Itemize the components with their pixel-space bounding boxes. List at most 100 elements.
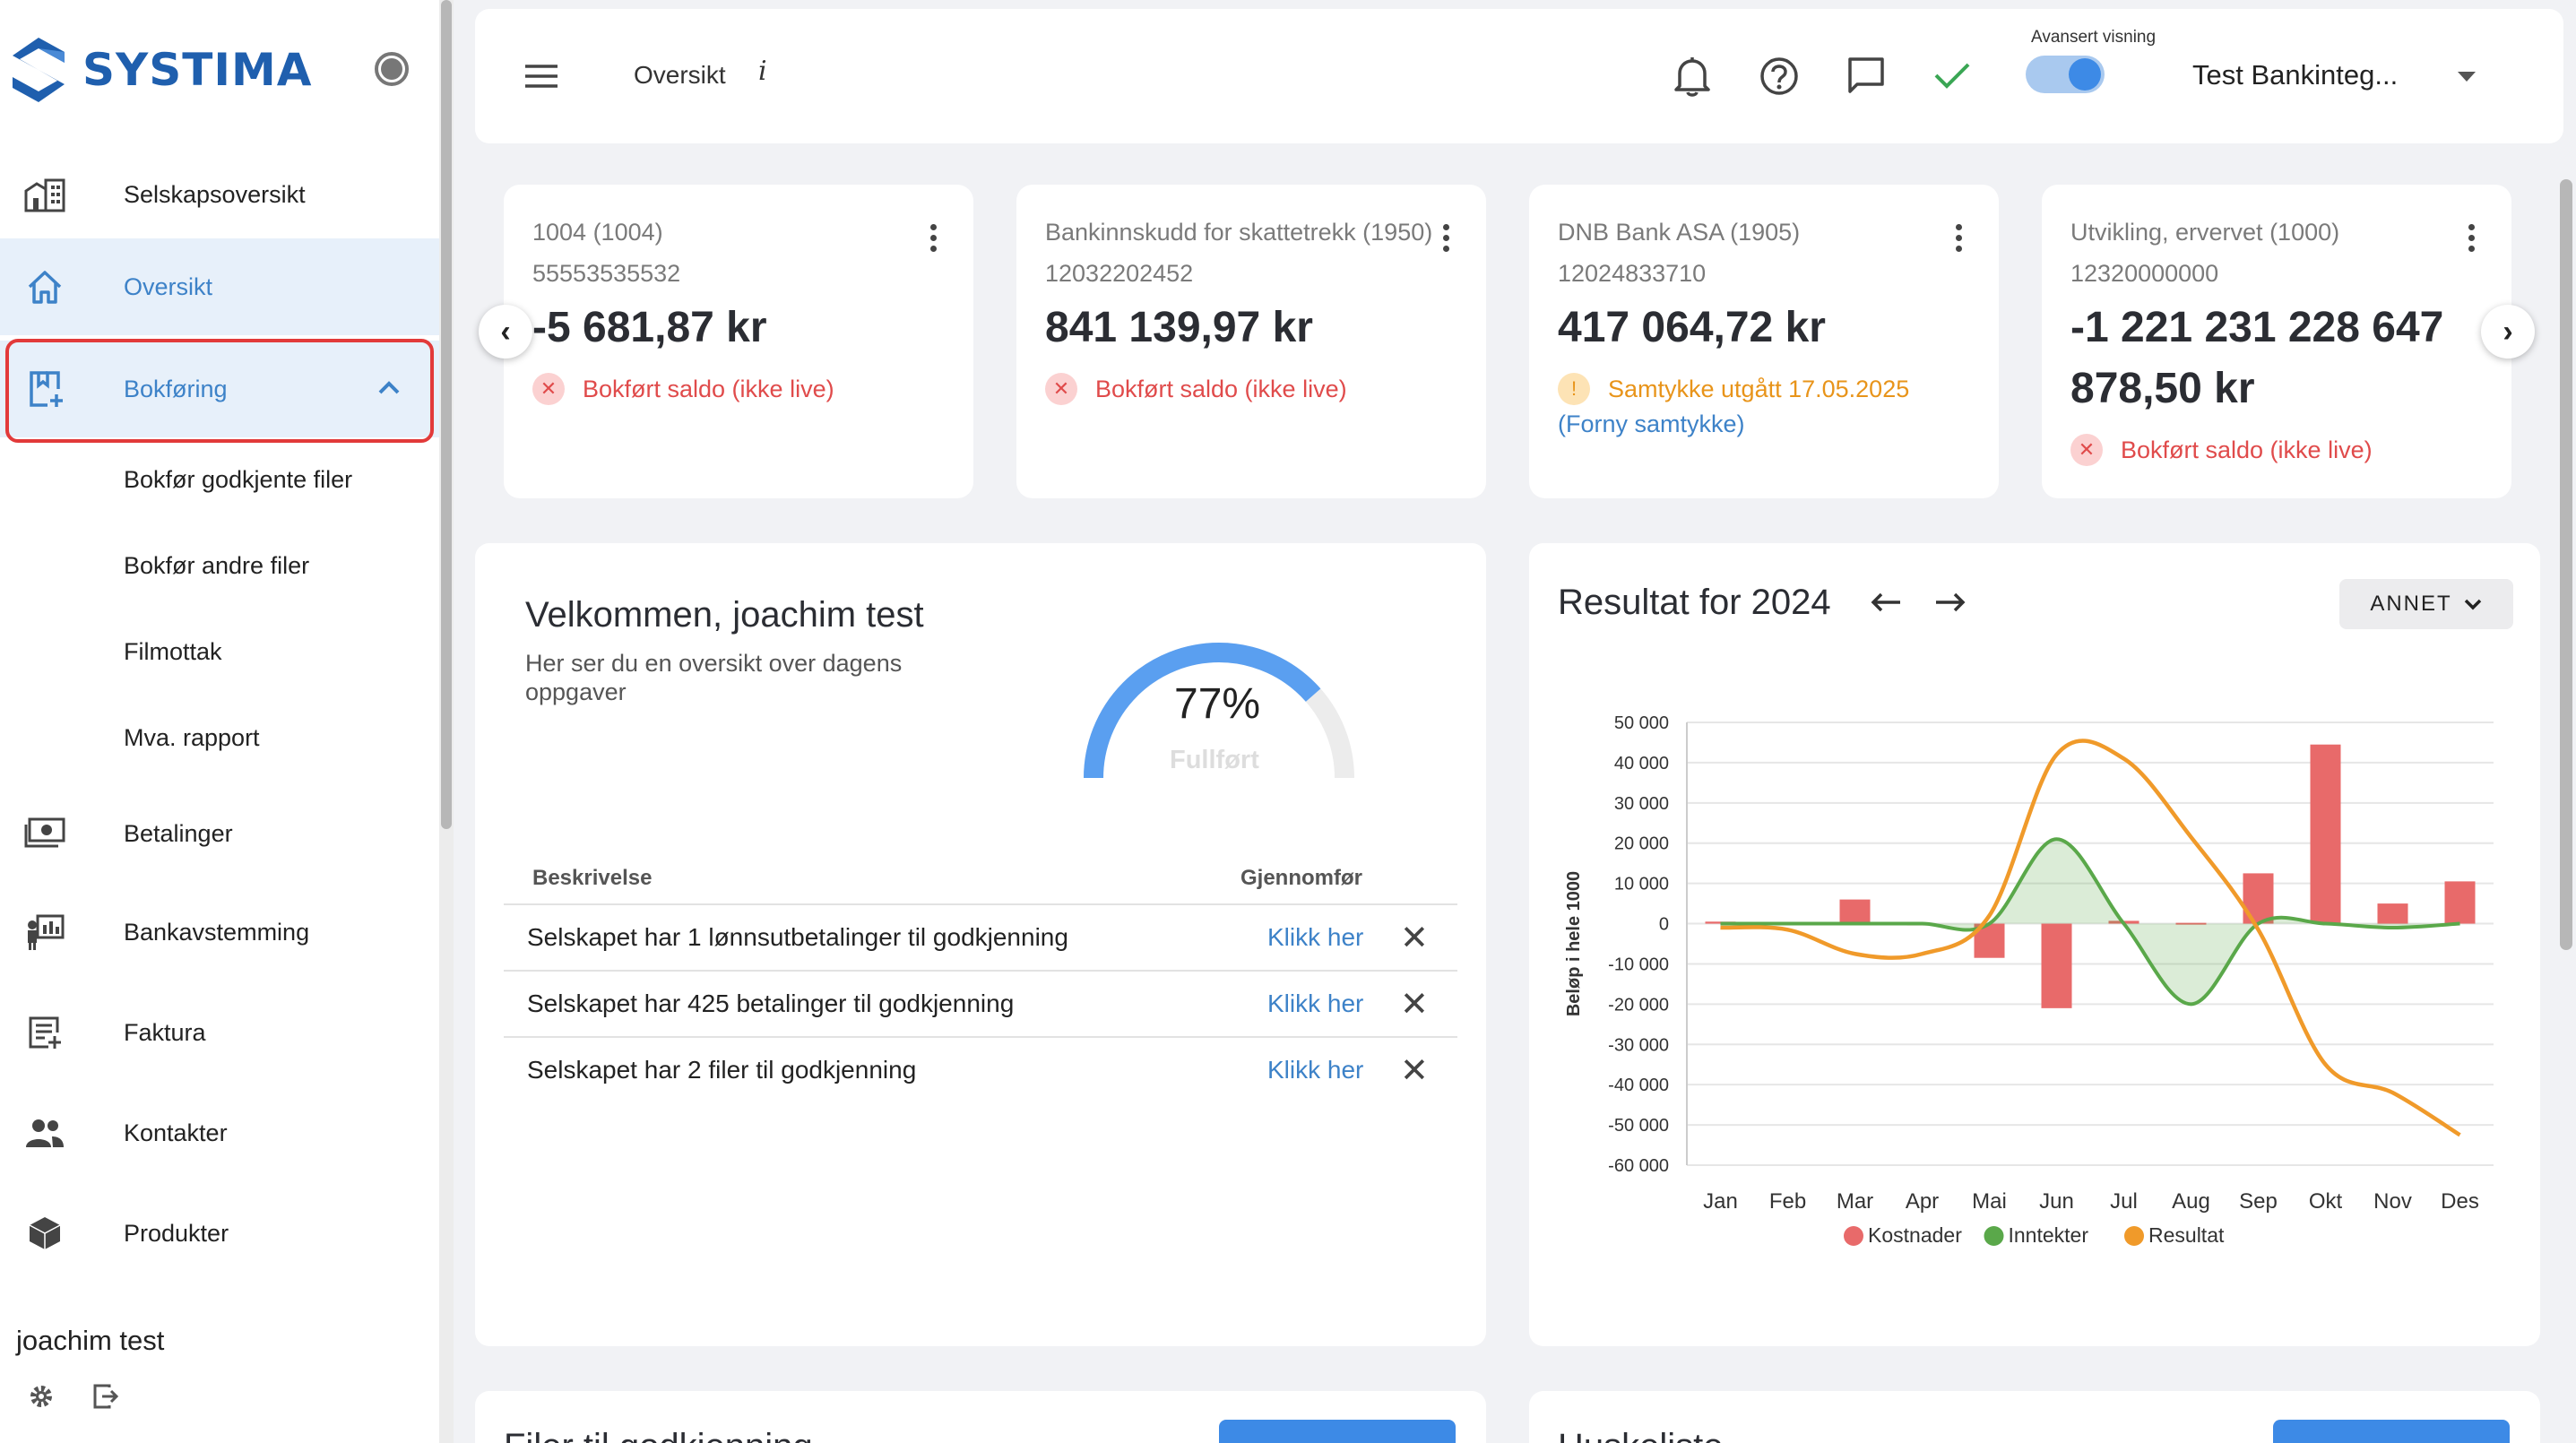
- account-balance: -5 681,87 kr: [532, 304, 767, 351]
- renew-consent-link[interactable]: (Forny samtykke): [1558, 410, 1745, 437]
- welcome-card: Velkommen, joachim test Her ser du en ov…: [475, 543, 1486, 1346]
- account-card[interactable]: 1004 (1004) 55553535532 -5 681,87 kr ✕ Bo…: [504, 185, 973, 498]
- task-action-link[interactable]: Klikk her: [1267, 1056, 1364, 1084]
- info-icon[interactable]: i: [758, 56, 767, 87]
- advanced-view-toggle[interactable]: [2026, 56, 2105, 93]
- sidebar-item-bokforing[interactable]: Bokføring: [0, 341, 439, 437]
- sidebar-subitem-mva-rapport[interactable]: Mva. rapport: [124, 724, 260, 751]
- advanced-view-label: Avansert visning: [2031, 28, 2157, 47]
- sidebar-item-oversikt[interactable]: Oversikt: [0, 238, 439, 335]
- x-tick-label: Sep: [2239, 1189, 2278, 1214]
- next-year-arrow-icon[interactable]: [1934, 590, 1967, 619]
- previous-year-arrow-icon[interactable]: [1870, 590, 1902, 619]
- sidebar-item-bankavstemming[interactable]: Bankavstemming: [0, 889, 439, 975]
- sidebar-item-label: Faktura: [124, 1018, 206, 1046]
- filter-dropdown[interactable]: ANNET: [2339, 579, 2513, 629]
- bell-icon[interactable]: [1673, 54, 1712, 101]
- page-title: Oversikt: [634, 61, 726, 89]
- task-action-link[interactable]: Klikk her: [1267, 989, 1364, 1017]
- caret-down-icon[interactable]: [2458, 72, 2476, 82]
- files-card-button[interactable]: [1219, 1420, 1456, 1443]
- error-x-icon: ✕: [532, 373, 565, 405]
- close-icon[interactable]: ✕: [1400, 1052, 1429, 1090]
- close-icon[interactable]: ✕: [1400, 986, 1429, 1024]
- chat-icon[interactable]: [1846, 56, 1886, 99]
- sidebar-item-selskapsoversikt[interactable]: Selskapsoversikt: [0, 154, 439, 235]
- x-tick-label: Mai: [1972, 1189, 2007, 1214]
- sidebar-scrollbar-thumb[interactable]: [441, 0, 452, 829]
- column-header-description: Beskrivelse: [532, 866, 653, 890]
- sidebar-subitem-filmottak[interactable]: Filmottak: [124, 638, 222, 665]
- table-row: Selskapet har 425 betalinger til godkjen…: [504, 970, 1457, 1036]
- task-description: Selskapet har 425 betalinger til godkjen…: [527, 989, 1015, 1017]
- y-tick-label: 20 000: [1614, 834, 1669, 854]
- company-selector[interactable]: Test Bankinteg...: [2192, 59, 2399, 91]
- error-x-icon: ✕: [1045, 373, 1077, 405]
- x-tick-label: Feb: [1769, 1189, 1806, 1214]
- todo-card-button[interactable]: [2273, 1420, 2510, 1443]
- table-row: Selskapet har 2 filer til godkjenning Kl…: [504, 1036, 1457, 1102]
- account-name: DNB Bank ASA (1905): [1558, 219, 1801, 246]
- help-icon[interactable]: [1759, 56, 1800, 101]
- account-card[interactable]: Bankinnskudd for skattetrekk (1950) 1203…: [1016, 185, 1486, 498]
- account-number: 55553535532: [532, 260, 681, 287]
- sidebar-item-betalinger[interactable]: Betalinger: [0, 792, 439, 875]
- more-vertical-icon[interactable]: [1443, 224, 1450, 256]
- main-scrollbar-thumb[interactable]: [2560, 179, 2572, 950]
- status-badge: ✕ Bokført saldo (ikke live): [2070, 434, 2373, 466]
- logout-icon[interactable]: [91, 1382, 120, 1415]
- sidebar-item-faktura[interactable]: Faktura: [0, 991, 439, 1074]
- carousel-prev-button[interactable]: ‹: [479, 305, 532, 359]
- highlight-box: [5, 339, 434, 443]
- y-tick-label: 50 000: [1614, 713, 1669, 733]
- warning-icon: !: [1558, 373, 1590, 405]
- contacts-icon: [23, 1111, 66, 1154]
- sidebar-item-kontakter[interactable]: Kontakter: [0, 1092, 439, 1174]
- brand-name: SYSTIMA: [82, 44, 313, 96]
- account-card[interactable]: DNB Bank ASA (1905) 12024833710 417 064,…: [1529, 185, 1999, 498]
- result-chart: 50 000 40 000 30 000 20 000 10 000 0 -10 000 -2…: [1564, 713, 2494, 1247]
- bar-kostnader: [2175, 922, 2207, 925]
- checkmark-icon[interactable]: [1932, 59, 1972, 96]
- sidebar-item-produkter[interactable]: Produkter: [0, 1192, 439, 1275]
- account-balance: -1 221 231 228 647 878,50 kr: [2070, 304, 2444, 412]
- bar-kostnader: [2444, 881, 2476, 924]
- legend-label-inntekter: Inntekter: [2009, 1223, 2089, 1247]
- settings-gear-icon[interactable]: [27, 1382, 56, 1415]
- area-inntekter-fill: [1720, 839, 2460, 1005]
- more-vertical-icon[interactable]: [1956, 224, 1963, 256]
- hamburger-menu-icon[interactable]: [523, 63, 559, 94]
- column-header-action: Gjennomfør: [1240, 866, 1362, 890]
- x-tick-label: Nov: [2373, 1189, 2412, 1214]
- more-vertical-icon[interactable]: [2468, 224, 2476, 256]
- status-badge: ✕ Bokført saldo (ikke live): [532, 373, 834, 405]
- x-tick-label: Mar: [1837, 1189, 1873, 1214]
- task-description: Selskapet har 1 lønnsutbetalinger til go…: [527, 923, 1068, 951]
- line-inntekter: [1720, 837, 2460, 1007]
- account-card[interactable]: Utvikling, ervervet (1000) 12320000000 -…: [2042, 185, 2511, 498]
- chevron-down-icon: [2464, 599, 2481, 610]
- status-text: Bokført saldo (ikke live): [1095, 375, 1347, 402]
- legend-marker-kostnader: [1844, 1226, 1863, 1246]
- carousel-next-button[interactable]: ›: [2481, 305, 2535, 359]
- chevron-up-icon[interactable]: [375, 373, 403, 408]
- sidebar-subitem-bokfor-andre-filer[interactable]: Bokfør andre filer: [124, 552, 310, 579]
- progress-caption: Fullført: [1170, 746, 1259, 774]
- status-badge: ! Samtykke utgått 17.05.2025: [1558, 373, 1909, 405]
- status-text: Samtykke utgått 17.05.2025: [1608, 375, 1910, 402]
- sidebar-subitem-bokfor-godkjente-filer[interactable]: Bokfør godkjente filer: [124, 466, 353, 493]
- user-name: joachim test: [16, 1325, 165, 1356]
- close-icon[interactable]: ✕: [1400, 920, 1429, 957]
- bookkeeping-icon: [23, 367, 66, 410]
- y-tick-label: 30 000: [1614, 794, 1669, 814]
- more-vertical-icon[interactable]: [930, 224, 938, 256]
- y-tick-label: 10 000: [1614, 875, 1669, 894]
- sidebar: SYSTIMA Selskapsoversikt Oversikt Bokfør…: [0, 0, 439, 1443]
- systima-logo[interactable]: SYSTIMA: [7, 34, 312, 106]
- bank-reconciliation-icon: [23, 911, 66, 954]
- task-action-link[interactable]: Klikk her: [1267, 923, 1364, 951]
- status-badge: ✕ Bokført saldo (ikke live): [1045, 373, 1347, 405]
- record-icon[interactable]: [375, 52, 409, 86]
- x-tick-label: Aug: [2172, 1189, 2210, 1214]
- line-resultat: [1720, 739, 2461, 1137]
